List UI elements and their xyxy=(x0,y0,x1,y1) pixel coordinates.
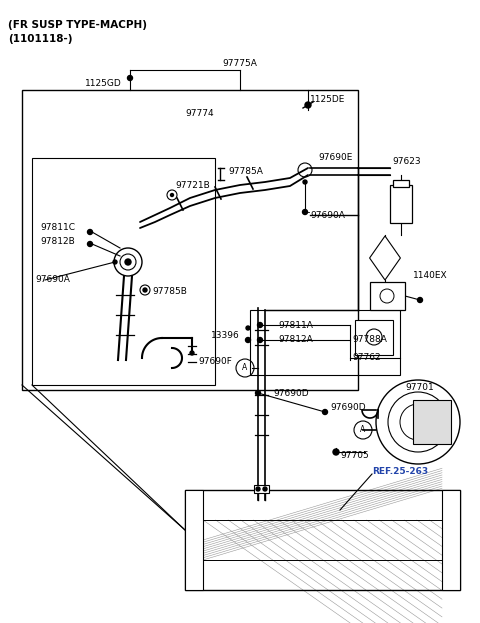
Circle shape xyxy=(113,260,117,264)
Bar xyxy=(254,485,269,493)
Text: 97785A: 97785A xyxy=(228,168,263,176)
Text: 97690E: 97690E xyxy=(318,153,352,163)
Circle shape xyxy=(125,259,131,265)
Bar xyxy=(390,185,412,223)
Bar xyxy=(442,490,460,590)
Circle shape xyxy=(257,323,263,328)
Text: 97811C: 97811C xyxy=(40,224,75,232)
Text: 97812A: 97812A xyxy=(278,336,313,345)
Text: 13396: 13396 xyxy=(211,330,240,340)
Text: (FR SUSP TYPE-MACPH): (FR SUSP TYPE-MACPH) xyxy=(8,20,147,30)
Circle shape xyxy=(87,229,93,234)
Text: 1140EX: 1140EX xyxy=(413,270,448,280)
Polygon shape xyxy=(370,236,400,280)
Circle shape xyxy=(302,209,308,214)
Circle shape xyxy=(305,102,311,108)
Circle shape xyxy=(87,242,93,247)
Circle shape xyxy=(256,487,260,491)
Circle shape xyxy=(170,194,173,196)
Text: 97762: 97762 xyxy=(352,353,381,363)
Circle shape xyxy=(257,338,263,343)
Text: 97690A: 97690A xyxy=(35,275,70,285)
Text: A: A xyxy=(242,363,248,373)
Circle shape xyxy=(418,298,422,303)
Text: 97788A: 97788A xyxy=(352,336,387,345)
Bar xyxy=(250,310,400,375)
Bar xyxy=(32,158,215,385)
Text: 97721B: 97721B xyxy=(175,181,210,189)
Text: 1125DE: 1125DE xyxy=(310,95,346,105)
Circle shape xyxy=(333,449,339,455)
Circle shape xyxy=(245,338,251,343)
Text: 97785B: 97785B xyxy=(152,287,187,297)
Bar xyxy=(185,490,203,590)
Text: 97690A: 97690A xyxy=(310,211,345,219)
Circle shape xyxy=(255,391,261,396)
Bar xyxy=(355,320,393,355)
Circle shape xyxy=(190,351,194,355)
Circle shape xyxy=(128,75,132,80)
Bar xyxy=(393,180,409,187)
Bar xyxy=(22,90,358,390)
Text: 97690D: 97690D xyxy=(330,404,366,412)
Text: 97690F: 97690F xyxy=(198,358,232,366)
Text: 97775A: 97775A xyxy=(223,59,257,68)
Circle shape xyxy=(323,409,327,414)
Text: 97811A: 97811A xyxy=(278,320,313,330)
Text: 97705: 97705 xyxy=(340,450,369,460)
Text: (1101118-): (1101118-) xyxy=(8,34,72,44)
Text: 97690D: 97690D xyxy=(273,389,309,397)
Text: 97812B: 97812B xyxy=(40,237,75,247)
Bar xyxy=(185,490,460,590)
Text: A: A xyxy=(360,426,366,434)
Text: REF.25-263: REF.25-263 xyxy=(372,467,428,477)
Text: 97701: 97701 xyxy=(405,384,434,392)
Circle shape xyxy=(263,487,267,491)
Text: 97623: 97623 xyxy=(392,158,420,166)
Circle shape xyxy=(246,326,250,330)
Text: 1125GD: 1125GD xyxy=(85,78,122,87)
Bar xyxy=(370,282,405,310)
Circle shape xyxy=(303,180,307,184)
Text: 97774: 97774 xyxy=(186,109,214,118)
Circle shape xyxy=(143,288,147,292)
Bar xyxy=(413,400,451,444)
